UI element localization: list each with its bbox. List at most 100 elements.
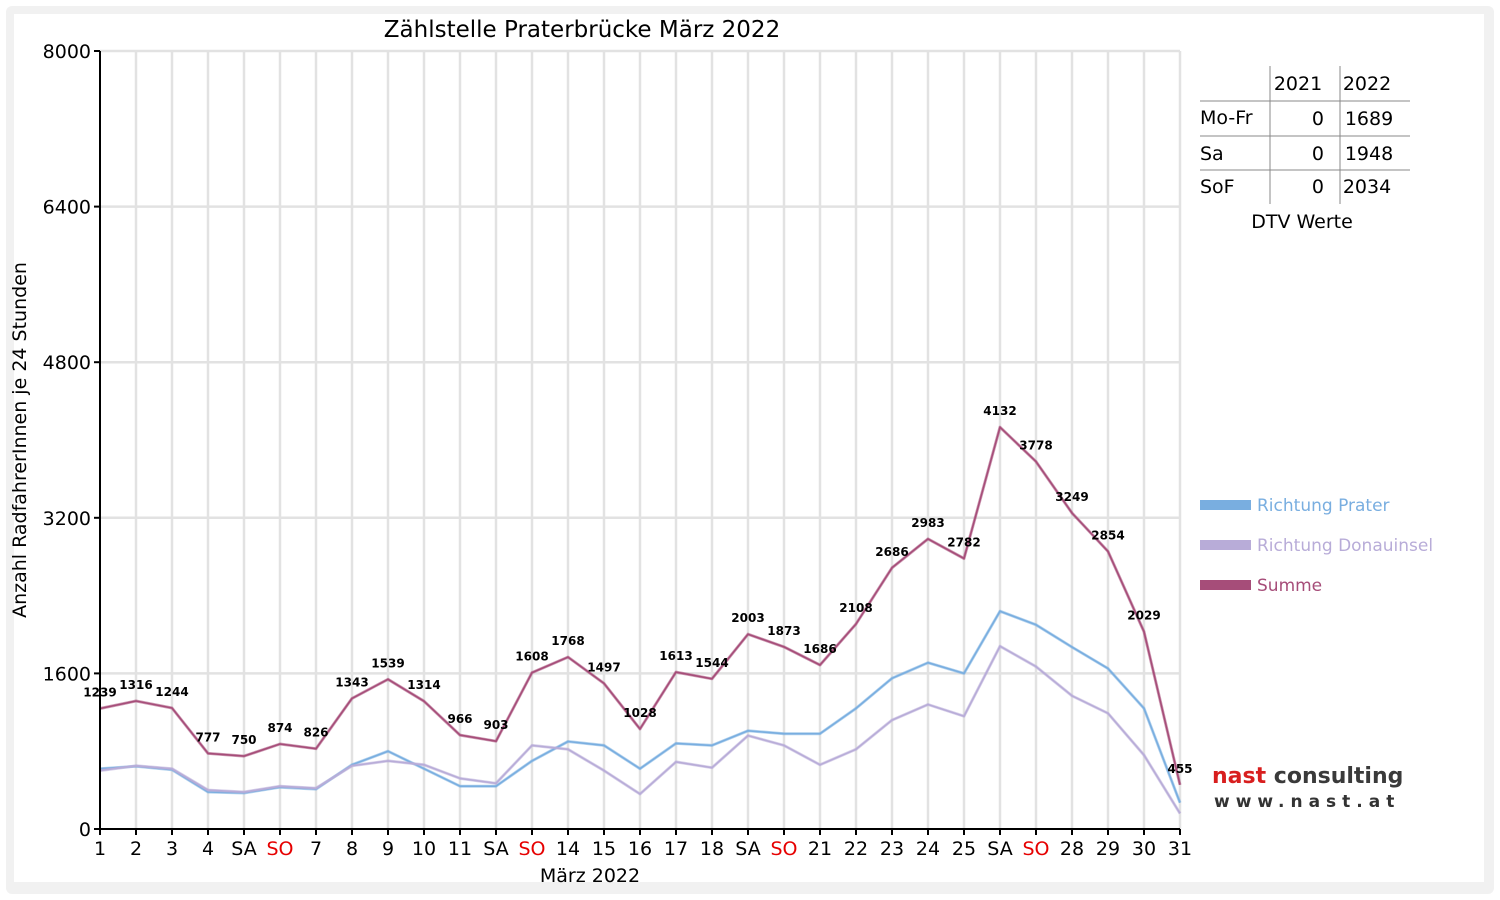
x-tick-label: 23 [880,838,904,860]
x-tick-label: 28 [1060,838,1084,860]
data-label: 2003 [731,611,764,625]
data-label: 4132 [983,404,1016,418]
x-tick-label: 30 [1132,838,1156,860]
data-label: 1613 [659,649,692,663]
x-tick-label: SO [266,838,293,860]
table-cell: 0 [1312,176,1324,198]
logo-url: www.nast.at [1214,792,1401,812]
x-axis-title: März 2022 [540,865,640,887]
data-label: 1343 [335,675,368,689]
x-tick-label: 7 [310,838,322,860]
company-logo: nast consulting www.nast.at [1200,750,1443,825]
table-cell: 0 [1312,108,1324,130]
data-label: 1686 [803,642,836,656]
data-label: 750 [231,733,256,747]
table-cell: 2034 [1343,176,1391,198]
data-label: 966 [447,712,472,726]
x-tick-label: SO [518,838,545,860]
data-label: 1873 [767,624,800,638]
x-tick-label: 10 [412,838,436,860]
data-label: 874 [267,721,292,735]
x-tick-label: 2 [130,838,142,860]
x-tick-label: 11 [448,838,472,860]
x-tick-label: 9 [382,838,394,860]
legend-label: Richtung Donauinsel [1257,536,1433,556]
table-cell: 0 [1312,143,1324,165]
table-cell: 1948 [1345,143,1393,165]
data-label: 2686 [875,545,908,559]
legend-label: Summe [1257,576,1322,596]
data-label: 1239 [83,686,116,700]
grid-lines [100,49,1182,829]
x-tick-label: 24 [916,838,940,860]
table-cell: 1689 [1345,108,1393,130]
data-label: 1768 [551,634,584,648]
series-lines [99,425,1182,815]
data-label: 1544 [695,656,728,670]
data-label: 2782 [947,535,980,549]
x-tick-label: 8 [346,838,358,860]
legend-label: Richtung Prater [1257,496,1390,516]
table-row-label: SoF [1200,176,1235,198]
x-tick-label: 31 [1168,838,1192,860]
data-label: 826 [303,726,328,740]
legend-swatch [1200,500,1251,510]
table-row-label: Sa [1200,143,1224,165]
x-tick-label: SA [231,838,256,860]
x-tick-label: 18 [700,838,724,860]
x-tick-label: 14 [556,838,580,860]
data-label: 2983 [911,516,944,530]
data-label: 1316 [119,678,152,692]
logo-word-consulting: consulting [1273,764,1404,789]
table-header-2021: 2021 [1274,73,1322,95]
x-tick-label: SO [770,838,797,860]
data-label: 3249 [1055,490,1088,504]
x-tick-label: SA [483,838,508,860]
y-tick-label: 6400 [43,197,91,219]
data-label: 2854 [1091,528,1124,542]
table-row-label: Mo-Fr [1200,107,1253,129]
y-tick-label: 3200 [43,508,91,530]
data-label: 903 [483,718,508,732]
data-label: 1244 [155,685,188,699]
series-line-richtung-donauinsel [99,645,1181,814]
data-label: 1497 [587,660,620,674]
logo-word-nast: nast [1212,764,1267,789]
x-tick-label: 25 [952,838,976,860]
table-header-2022: 2022 [1343,73,1391,95]
data-label: 2029 [1127,609,1160,623]
data-label: 1314 [407,678,440,692]
dtv-table: 2021 2022 Mo-Fr 0 1689 Sa 0 1948 SoF 0 2… [1200,66,1410,233]
data-label: 3778 [1019,439,1052,453]
x-tick-label: 3 [166,838,178,860]
data-label: 777 [195,730,220,744]
legend-swatch [1200,580,1251,590]
legend-swatch [1200,540,1251,550]
x-tick-label: 22 [844,838,868,860]
chart-title: Zählstelle Praterbrücke März 2022 [384,17,780,43]
data-label: 1539 [371,656,404,670]
y-tick-label: 8000 [43,41,91,63]
x-tick-label: 15 [592,838,616,860]
x-tick-label: SA [987,838,1012,860]
data-label: 1608 [515,650,548,664]
data-label: 1028 [623,706,656,720]
x-tick-label: 29 [1096,838,1120,860]
table-caption: DTV Werte [1251,211,1353,233]
legend: Richtung Prater Richtung Donauinsel Summe [1200,496,1433,596]
y-axis-title: Anzahl RadfahrerInnen je 24 Stunden [9,262,31,618]
x-tick-label: SO [1022,838,1049,860]
series-line-summe [99,426,1181,785]
x-tick-label: 16 [628,838,652,860]
data-label: 455 [1167,762,1192,776]
x-tick-label: 1 [94,838,106,860]
y-tick-label: 4800 [43,352,91,374]
data-label: 2108 [839,601,872,615]
x-tick-label: 17 [664,838,688,860]
y-tick-label: 0 [79,819,91,841]
y-tick-label: 1600 [43,663,91,685]
x-tick-label: SA [735,838,760,860]
